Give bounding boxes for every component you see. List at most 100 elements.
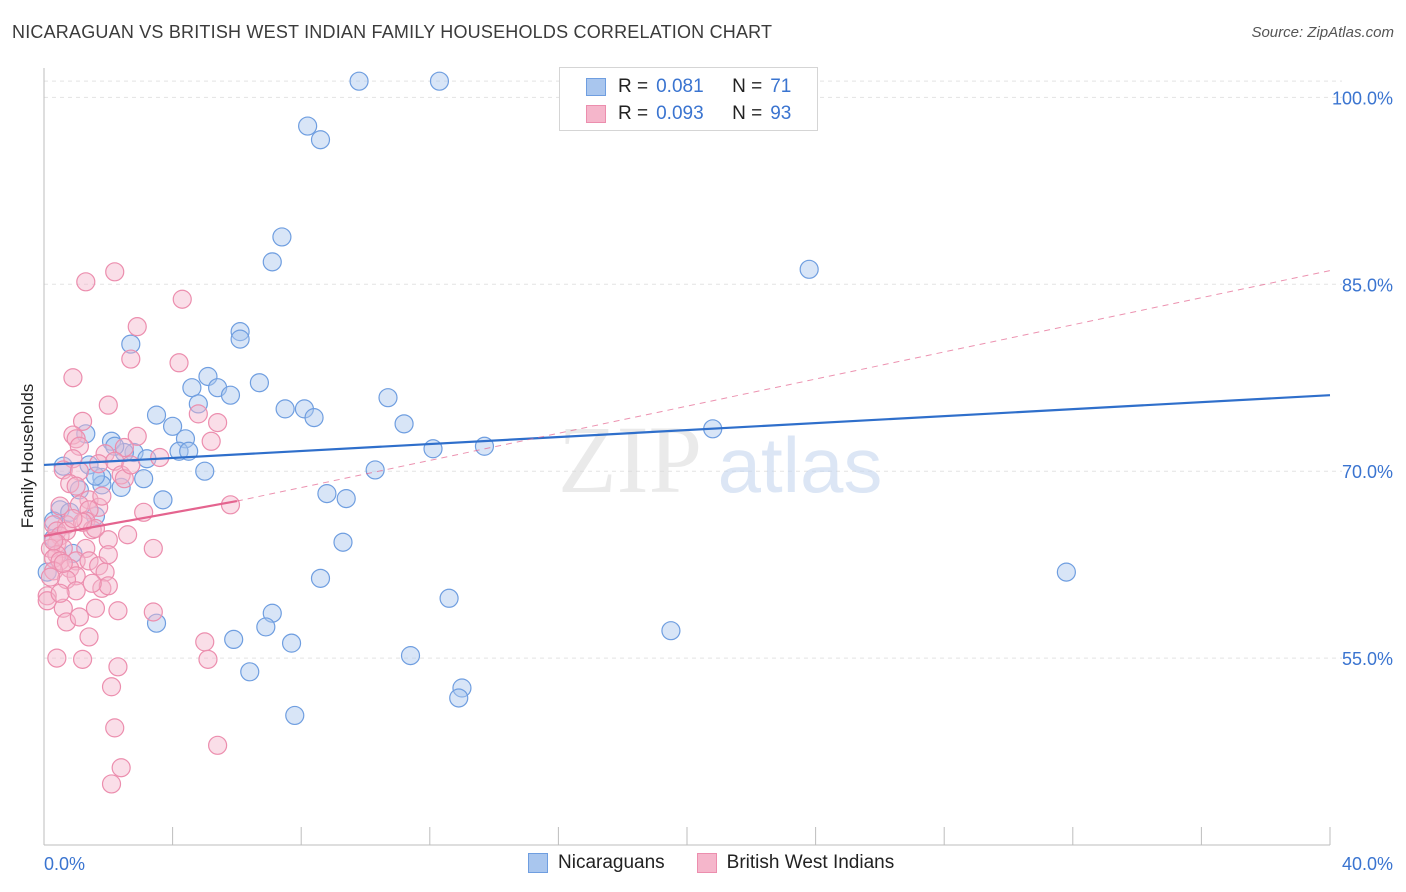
data-point: [98, 530, 118, 550]
data-point: [281, 633, 302, 653]
data-point: [114, 437, 134, 458]
legend-swatch-pink: [586, 105, 606, 123]
data-point: [172, 289, 192, 309]
data-point: [179, 441, 199, 461]
data-point: [143, 602, 163, 622]
data-point: [79, 627, 99, 647]
data-point: [400, 646, 421, 666]
data-point: [111, 465, 131, 485]
data-point: [256, 617, 276, 637]
data-point: [53, 553, 73, 573]
series-swatch-blue: [528, 853, 548, 873]
data-point: [56, 612, 77, 632]
series-nicaraguans: [37, 71, 1076, 726]
data-point: [121, 334, 141, 354]
data-point: [127, 426, 147, 446]
source-label: Source: ZipAtlas.com: [1251, 24, 1394, 41]
axes: [43, 68, 1331, 846]
data-point: [220, 385, 241, 405]
data-point: [143, 538, 163, 559]
series-legend-nicaraguans[interactable]: Nicaraguans: [528, 852, 665, 874]
data-point: [146, 405, 167, 425]
data-point: [121, 455, 141, 475]
legend-n-value: 71: [770, 76, 792, 97]
data-point: [365, 460, 385, 480]
legend-n-label: N =: [732, 76, 763, 97]
data-point: [98, 545, 118, 565]
data-point: [394, 414, 414, 434]
data-point: [85, 598, 106, 618]
data-point: [249, 373, 270, 393]
legend-row-british-west-indians: R = 0.093 N = 93: [586, 102, 791, 126]
data-point: [439, 588, 459, 608]
data-point: [1056, 562, 1076, 582]
series-name: Nicaraguans: [558, 852, 665, 873]
data-point: [182, 378, 202, 398]
data-point: [240, 662, 260, 682]
data-point: [127, 317, 147, 337]
data-point: [298, 116, 318, 136]
trend-lines: [43, 270, 1331, 538]
data-point: [72, 649, 93, 669]
data-point: [47, 648, 67, 668]
data-point: [799, 259, 819, 279]
x-tick-label: 0.0%: [44, 854, 85, 874]
series-legend: Nicaraguans British West Indians: [528, 852, 926, 874]
y-tick-label: 100.0%: [1332, 88, 1393, 108]
data-point: [169, 353, 189, 373]
y-tick-label: 85.0%: [1342, 275, 1393, 295]
data-point: [50, 583, 70, 603]
data-point: [69, 607, 89, 627]
legend-swatch-blue: [586, 78, 606, 96]
data-point: [134, 469, 154, 489]
series-legend-british-west-indians[interactable]: British West Indians: [696, 852, 894, 874]
data-point: [198, 649, 218, 669]
data-point: [121, 349, 141, 369]
data-point: [82, 573, 102, 593]
data-point: [224, 629, 244, 650]
data-point: [101, 677, 122, 697]
data-point: [195, 632, 215, 652]
data-point: [304, 408, 324, 428]
data-point: [69, 480, 89, 500]
data-point: [146, 613, 167, 633]
data-point: [117, 525, 138, 545]
data-point: [153, 490, 173, 510]
data-point: [188, 404, 208, 424]
data-point: [72, 512, 93, 532]
data-point: [79, 551, 99, 571]
watermark-atlas: atlas: [718, 421, 883, 509]
watermark-zip: ZIP: [558, 406, 702, 513]
chart-title: NICARAGUAN VS BRITISH WEST INDIAN FAMILY…: [12, 22, 773, 42]
data-point: [163, 416, 183, 436]
data-point: [92, 486, 112, 506]
data-point: [40, 567, 61, 587]
legend-n-label: N =: [732, 103, 763, 124]
data-point: [108, 657, 128, 677]
y-tick-label: 70.0%: [1342, 462, 1393, 482]
series-british-west-indians: [37, 262, 241, 794]
data-point: [195, 461, 215, 481]
data-point: [66, 476, 86, 496]
data-point: [63, 425, 83, 445]
data-point: [262, 252, 282, 272]
data-points: [37, 71, 1076, 794]
legend-r-value: 0.081: [656, 76, 704, 97]
data-point: [208, 412, 228, 433]
data-point: [317, 484, 337, 504]
data-point: [98, 576, 118, 596]
legend-row-nicaraguans: R = 0.081 N = 71: [586, 75, 791, 99]
data-point: [175, 429, 196, 449]
data-point: [285, 705, 305, 726]
data-point: [378, 388, 398, 408]
data-point: [105, 718, 125, 738]
data-point: [50, 496, 70, 516]
data-point: [661, 621, 681, 641]
data-point: [60, 558, 80, 578]
legend-r-label: R =: [618, 76, 649, 97]
data-point: [230, 322, 250, 342]
data-point: [169, 441, 189, 461]
data-point: [79, 500, 99, 520]
legend-n-value: 93: [770, 103, 792, 124]
data-point: [201, 431, 221, 451]
